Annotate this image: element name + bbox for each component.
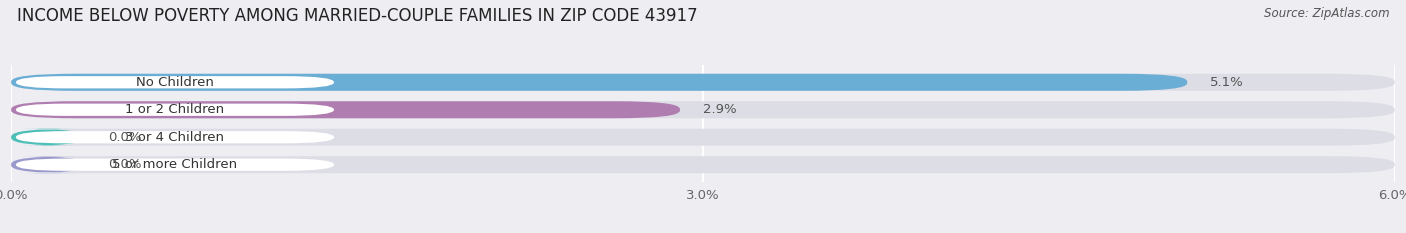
Text: Source: ZipAtlas.com: Source: ZipAtlas.com [1264,7,1389,20]
Text: 2.9%: 2.9% [703,103,737,116]
Text: 0.0%: 0.0% [108,131,142,144]
FancyBboxPatch shape [11,129,1395,146]
Text: 1 or 2 Children: 1 or 2 Children [125,103,225,116]
FancyBboxPatch shape [15,76,335,88]
FancyBboxPatch shape [15,104,335,116]
FancyBboxPatch shape [11,101,1395,118]
FancyBboxPatch shape [11,74,1187,91]
FancyBboxPatch shape [15,159,335,171]
FancyBboxPatch shape [11,101,681,118]
Text: 5.1%: 5.1% [1211,76,1244,89]
FancyBboxPatch shape [11,74,1395,91]
Text: No Children: No Children [136,76,214,89]
FancyBboxPatch shape [11,156,1395,173]
FancyBboxPatch shape [11,129,84,146]
Text: INCOME BELOW POVERTY AMONG MARRIED-COUPLE FAMILIES IN ZIP CODE 43917: INCOME BELOW POVERTY AMONG MARRIED-COUPL… [17,7,697,25]
Text: 3 or 4 Children: 3 or 4 Children [125,131,225,144]
FancyBboxPatch shape [11,156,84,173]
Text: 0.0%: 0.0% [108,158,142,171]
FancyBboxPatch shape [15,131,335,143]
Text: 5 or more Children: 5 or more Children [112,158,238,171]
